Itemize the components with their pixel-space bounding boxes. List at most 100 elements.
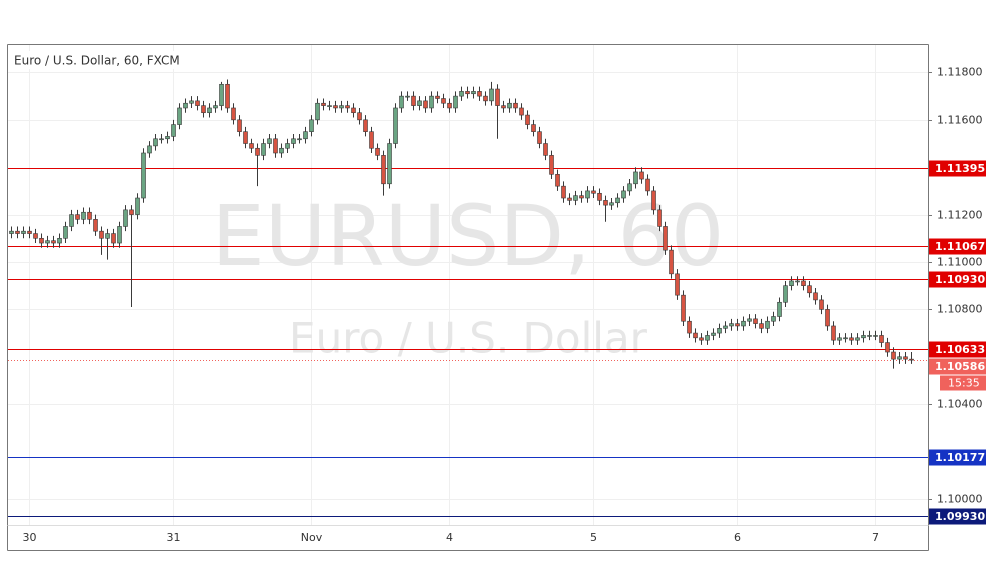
- candle-body: [879, 335, 884, 343]
- candle-body: [489, 88, 494, 102]
- candle-body: [615, 197, 620, 204]
- candle-body: [27, 230, 32, 234]
- candle-body: [117, 226, 122, 244]
- candle-body: [537, 131, 542, 144]
- candle-body: [87, 211, 92, 220]
- candle-body: [333, 105, 338, 109]
- candle-body: [783, 285, 788, 303]
- candle-body: [543, 143, 548, 156]
- level-label: 1.10177: [935, 451, 985, 464]
- current-price-label-bg: [929, 358, 986, 375]
- candle-body: [63, 226, 68, 239]
- candle-body: [363, 119, 368, 132]
- candle-body: [45, 240, 50, 244]
- candle-body: [759, 323, 764, 329]
- y-tick-label: 1.11800: [937, 66, 983, 79]
- candle-body: [735, 323, 740, 327]
- candle-body: [21, 230, 26, 234]
- candle-body: [261, 143, 266, 156]
- candle-body: [555, 174, 560, 187]
- candle-body: [747, 318, 752, 322]
- candle-body: [843, 337, 848, 340]
- candle-body: [687, 320, 692, 334]
- candle-body: [195, 100, 200, 106]
- candle-body: [441, 98, 446, 104]
- candle-body: [885, 342, 890, 353]
- candle-body: [453, 95, 458, 109]
- candle-body: [837, 337, 842, 341]
- x-tick-label: 5: [590, 531, 597, 544]
- candle-body: [51, 240, 56, 244]
- candle-body: [111, 233, 116, 244]
- y-tick-label: 1.10800: [937, 303, 983, 316]
- candle-body: [93, 219, 98, 232]
- candle-body: [39, 237, 44, 244]
- candle-body: [297, 138, 302, 141]
- candle-body: [849, 337, 854, 341]
- candle-body: [279, 147, 284, 154]
- candle-body: [417, 100, 422, 106]
- candle-body: [177, 107, 182, 125]
- candle-body: [105, 233, 110, 239]
- candle-body: [903, 356, 908, 360]
- candle-body: [477, 91, 482, 97]
- candle-body: [579, 195, 584, 199]
- candle-body: [609, 202, 614, 206]
- candle-body: [693, 332, 698, 339]
- candle-body: [303, 131, 308, 140]
- candle-body: [465, 91, 470, 95]
- candle-body: [513, 102, 518, 109]
- candle-body: [657, 209, 662, 227]
- candle-body: [459, 91, 464, 97]
- candle-body: [147, 145, 152, 154]
- candle-body: [819, 299, 824, 310]
- candle-body: [339, 105, 344, 109]
- candle-body: [57, 237, 62, 244]
- candle-body: [15, 230, 20, 234]
- candle-body: [447, 102, 452, 109]
- candle-body: [525, 114, 530, 125]
- candle-body: [399, 95, 404, 109]
- candle-body: [255, 147, 260, 156]
- candle-body: [519, 107, 524, 116]
- candle-body: [825, 309, 830, 327]
- candle-body: [495, 88, 500, 106]
- candle-body: [501, 105, 506, 109]
- candle-body: [393, 107, 398, 144]
- candle-body: [141, 152, 146, 199]
- level-label: 1.10930: [935, 273, 985, 286]
- candle-body: [171, 124, 176, 137]
- candle-body: [225, 83, 230, 109]
- candle-body: [651, 190, 656, 211]
- candle-body: [267, 138, 272, 144]
- y-tick-label: 1.11000: [937, 256, 983, 269]
- candle-body: [867, 335, 872, 337]
- candle-body: [129, 209, 134, 215]
- candle-body: [897, 356, 902, 360]
- candle-body: [873, 335, 878, 337]
- candle-body: [435, 95, 440, 99]
- candle-body: [423, 100, 428, 109]
- watermark: EURUSD, 60: [212, 187, 725, 285]
- candle-body: [669, 249, 674, 275]
- candle-body: [777, 301, 782, 317]
- level-label: 1.10633: [935, 343, 985, 356]
- candle-body: [711, 332, 716, 336]
- chart-title: Euro / U.S. Dollar, 60, FXCM: [14, 54, 180, 68]
- countdown-bg: [940, 375, 986, 391]
- candle-body: [33, 233, 38, 239]
- candle-body: [159, 138, 164, 141]
- level-label-bg: [929, 271, 986, 288]
- candle-body: [429, 95, 434, 109]
- candle-body: [861, 335, 866, 339]
- title-bg: [10, 51, 182, 69]
- candle-body: [273, 138, 278, 154]
- y-tick-label: 1.10400: [937, 398, 983, 411]
- candle-body: [729, 323, 734, 327]
- candle-body: [813, 292, 818, 301]
- candle-body: [621, 190, 626, 199]
- candle-body: [249, 143, 254, 149]
- candle-body: [717, 328, 722, 334]
- level-label-bg: [929, 160, 986, 177]
- x-tick-label: 4: [446, 531, 453, 544]
